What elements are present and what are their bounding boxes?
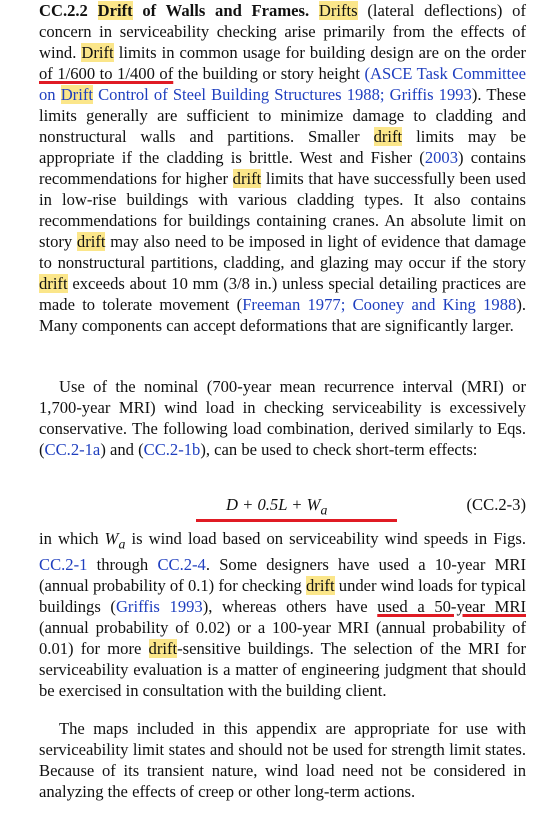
text-run: is wind load based on serviceability win… bbox=[131, 529, 527, 548]
symbol-w-subscript: a bbox=[118, 536, 126, 552]
highlight-drift: Drift bbox=[81, 43, 114, 62]
section-title-highlight: Drift bbox=[97, 1, 133, 20]
equation-terms: D + 0.5L + W bbox=[226, 495, 321, 514]
citation-link-cooney-king[interactable]: Cooney and King 1988 bbox=[352, 295, 517, 314]
equation-link-cc21b[interactable]: CC.2-1b bbox=[143, 440, 201, 459]
link-text: (ASCE Task Committee on bbox=[39, 64, 527, 104]
highlight-drift: Drift bbox=[60, 85, 93, 104]
text-run: ), whereas others have bbox=[202, 597, 368, 617]
highlight-drift: drift bbox=[148, 639, 178, 659]
text-run: ) and ( bbox=[100, 440, 144, 459]
symbol-w: W bbox=[104, 529, 119, 548]
highlight-drift: drift bbox=[39, 274, 68, 293]
paragraph-mri: in which Wa is wind load based on servic… bbox=[39, 528, 526, 701]
citation-link-freeman[interactable]: Freeman 1977 bbox=[242, 295, 341, 314]
text-run: limits that have successfully been used … bbox=[39, 169, 526, 251]
highlight-drift: drift bbox=[306, 576, 335, 596]
text-run: through bbox=[96, 555, 149, 575]
text-run: under wind loads for typical buildings ( bbox=[39, 576, 526, 617]
text-run: Use of the nominal (700-year mean recurr… bbox=[39, 377, 526, 459]
text-run: exceeds about 10 mm (3/8 in.) unless spe… bbox=[39, 274, 526, 314]
paragraph-maps: The maps included in this appendix are a… bbox=[39, 719, 526, 801]
text-run: (annual probability of 0.02) or a 100-ye… bbox=[39, 618, 526, 659]
text-run: limits in common usage for building desi… bbox=[118, 43, 526, 62]
highlight-drift: drift bbox=[373, 127, 403, 146]
figure-link-cc21[interactable]: CC.2-1 bbox=[39, 555, 88, 575]
highlight-drift: drift bbox=[232, 169, 262, 188]
citation-link-griffis[interactable]: Griffis 1993 bbox=[389, 85, 472, 104]
text-run: may also need to be imposed in light of … bbox=[39, 232, 527, 272]
paragraph-load-combination: Use of the nominal (700-year mean recurr… bbox=[39, 376, 526, 460]
underline-annotation-50-year-mri: used a 50-year MRI bbox=[377, 597, 526, 617]
link-text: Control of Steel Building Structures 198… bbox=[98, 85, 385, 104]
figure-link-cc24[interactable]: CC.2-4 bbox=[157, 555, 206, 575]
text-run: ). These limits generally are sufficient… bbox=[39, 85, 526, 146]
text-run: ), can be used to check short-term effec… bbox=[200, 440, 478, 459]
text-run: (lateral deflections) of concern in serv… bbox=[39, 1, 526, 62]
text-run: in which bbox=[39, 529, 99, 548]
underline-annotation-drift-ratio: of 1/600 to 1/400 of bbox=[39, 64, 174, 83]
text-run: limits may be appropriate if the claddin… bbox=[39, 127, 526, 167]
citation-link-griffis[interactable]: Griffis 1993 bbox=[115, 597, 203, 617]
equation-expression: D + 0.5L + Wa bbox=[226, 494, 327, 520]
citation-link-asce[interactable]: (ASCE Task Committee on Drift Control of… bbox=[39, 64, 526, 104]
text-run: -sensitive buildings. The selection of t… bbox=[39, 639, 527, 701]
highlight-drift: Drifts bbox=[318, 1, 358, 20]
citation-separator: ; bbox=[340, 295, 346, 314]
paragraph-drift-limits: CC.2.2 Drift of Walls and Frames. Drifts… bbox=[39, 0, 526, 336]
section-title: of Walls and Frames. bbox=[142, 1, 310, 20]
text-run: . Some designers have used a 10-year MRI… bbox=[39, 555, 526, 596]
section-number: CC.2.2 bbox=[39, 1, 88, 20]
equation-subscript: a bbox=[320, 502, 328, 518]
equation-link-cc21a[interactable]: CC.2-1a bbox=[44, 440, 101, 459]
text-run: ) contains recommendations for higher bbox=[39, 148, 526, 188]
underline-annotation-equation bbox=[196, 519, 397, 522]
equation-cc23: D + 0.5L + Wa (CC.2-3) bbox=[39, 494, 526, 522]
citation-link-west-fisher[interactable]: 2003 bbox=[424, 148, 459, 167]
highlight-drift: drift bbox=[76, 232, 106, 251]
equation-number: (CC.2-3) bbox=[466, 495, 526, 514]
text-run: ). Many components can accept deformatio… bbox=[39, 295, 526, 335]
text-run: the building or story height bbox=[177, 64, 360, 83]
